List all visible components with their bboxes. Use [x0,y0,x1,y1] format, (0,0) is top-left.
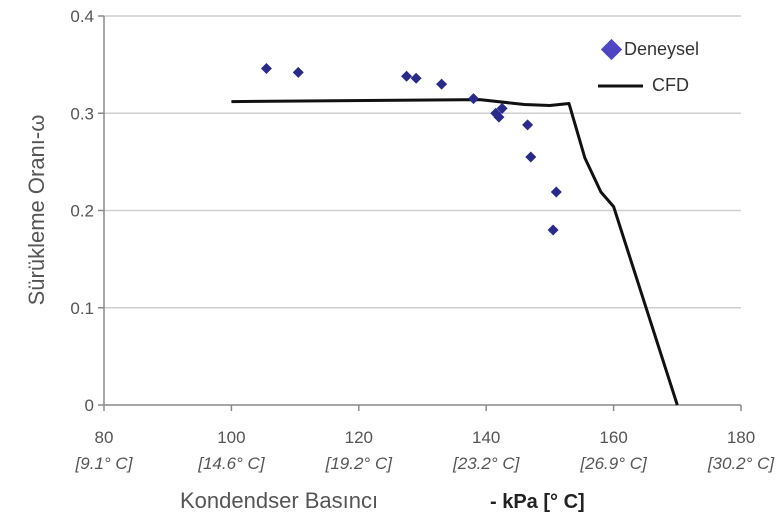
y-tick-labels: 0 0.1 0.2 0.3 0.4 [70,7,94,415]
data-point-deneysel [547,224,559,236]
data-point-deneysel [522,119,534,131]
x-tick-label: 160 [599,428,627,447]
y-tick-label: 0.1 [70,299,94,318]
data-point-deneysel [493,111,505,123]
x-tick-label: 120 [345,428,373,447]
x-tick-label: 100 [217,428,245,447]
x-tick-label: 140 [472,428,500,447]
y-tick-label: 0.3 [70,104,94,123]
data-point-deneysel [436,78,448,90]
x-tick-sublabel: [30.2° C] [707,454,776,473]
x-tick-sublabel: [19.2° C] [325,454,394,473]
axes [98,15,742,411]
data-point-deneysel [496,102,508,114]
y-axis-label: Sürükleme Oranı-ω [24,115,49,306]
x-axis-label: Kondendser Basıncı [180,488,378,513]
legend: Deneysel CFD [598,38,699,95]
x-tick-sublabel: [9.1° C] [75,454,134,473]
x-tick-sublabel: [14.6° C] [197,454,266,473]
data-point-deneysel [260,63,272,75]
data-point-deneysel [550,186,562,198]
legend-label-cfd: CFD [652,75,689,95]
legend-label-deneysel: Deneysel [624,39,699,59]
series-line-cfd [231,98,679,406]
y-tick-label: 0.4 [70,7,94,26]
x-axis-unit-label: - kPa [° C] [490,491,585,513]
data-point-deneysel [525,151,537,163]
x-tick-label: 80 [95,428,114,447]
y-tick-label: 0 [85,396,94,415]
data-point-deneysel [467,93,479,105]
x-tick-sublabel: [26.9° C] [579,454,648,473]
gridlines [104,15,741,309]
x-tick-labels: 80 [9.1° C] 100 [14.6° C] 120 [19.2° C] 140 [23… [75,428,776,473]
data-point-deneysel [401,70,413,82]
data-point-deneysel [292,66,304,78]
legend-marker-deneysel [600,38,623,61]
series [231,63,679,406]
data-point-deneysel [410,72,422,84]
x-tick-label: 180 [727,428,755,447]
y-tick-label: 0.2 [70,202,94,221]
x-tick-sublabel: [23.2° C] [452,454,521,473]
